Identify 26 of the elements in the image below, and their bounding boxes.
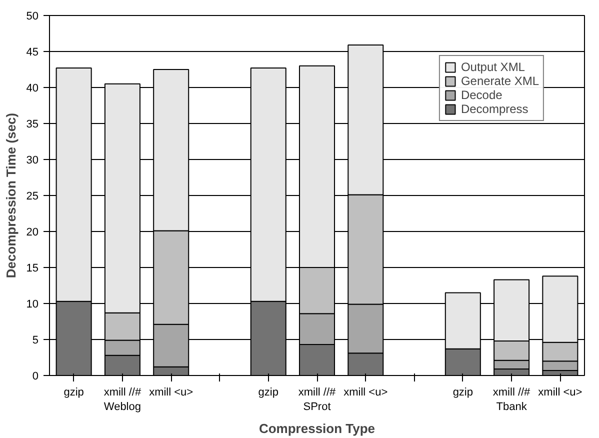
y-tick-label: 30 <box>26 154 39 166</box>
x-tick-label: xmill //# Weblog <box>104 386 142 413</box>
x-tick-label: xmill <u> <box>538 386 582 398</box>
x-tick-label: xmill <u> <box>344 386 388 398</box>
y-tick-label: 5 <box>32 334 39 346</box>
y-tick-label: 20 <box>26 226 39 238</box>
x-tick-label: gzip <box>258 386 278 398</box>
y-tick-label: 15 <box>26 262 39 274</box>
x-tick-label: xmill //# SProt <box>298 386 337 413</box>
y-tick-label: 25 <box>26 190 39 202</box>
x-tick-label: gzip <box>64 386 84 398</box>
y-tick-label: 35 <box>26 118 39 130</box>
y-tick-label: 50 <box>26 10 39 22</box>
y-tick-label: 45 <box>26 46 39 58</box>
y-axis-title: Decompression Time (sec) <box>3 112 18 278</box>
x-tick-label: xmill //# Tbank <box>492 386 532 413</box>
x-axis-title: Compression Type <box>258 420 376 436</box>
x-tick-label: xmill <u> <box>149 386 194 398</box>
y-tick-label: 0 <box>32 370 39 382</box>
legend-label: Decompress <box>460 102 528 116</box>
x-tick-label: gzip <box>452 386 474 398</box>
y-tick-label: 10 <box>26 298 39 310</box>
legend-label: Output XML <box>460 60 525 74</box>
legend-label: Decode <box>460 88 502 102</box>
legend-label: Generate XML <box>460 74 539 88</box>
y-tick-label: 40 <box>26 82 39 94</box>
